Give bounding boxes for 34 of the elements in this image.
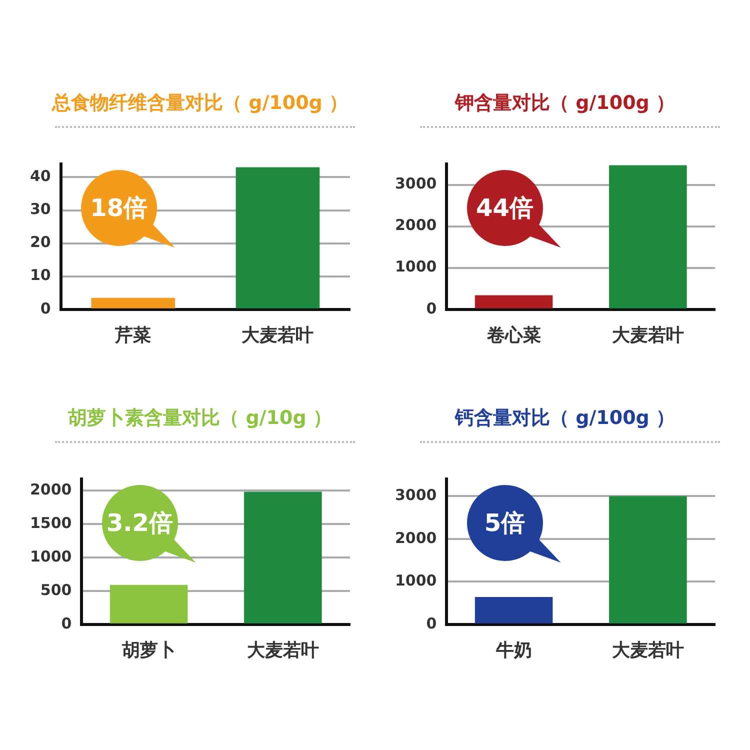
- y-tick-label: 0: [61, 614, 72, 632]
- y-tick-label: 1000: [30, 547, 72, 566]
- x-tick-label: 大麦若叶: [246, 640, 319, 661]
- y-tick-label: 1000: [395, 572, 437, 590]
- y-tick-label: 1500: [30, 514, 72, 532]
- x-tick-label: 芹菜: [114, 324, 152, 346]
- y-tick-label: 0: [426, 614, 437, 632]
- chart-title: 胡萝卜素含量对比（ g/10g ）: [67, 406, 333, 431]
- chart-title: 钙含量对比（ g/100g ）: [454, 406, 676, 431]
- x-tick-label: 牛奶: [494, 640, 532, 661]
- annotation: 3.2倍: [106, 508, 173, 539]
- chart-title: 总食物纤维含量对比（ g/100g ）: [50, 91, 350, 116]
- y-tick-label: 20: [30, 233, 51, 252]
- y-tick-label: 0: [40, 299, 51, 318]
- x-tick-label: 大麦若叶: [240, 324, 314, 346]
- annotation: 18倍: [90, 193, 148, 224]
- y-tick-label: 2000: [395, 216, 437, 234]
- x-tick-label: 大麦若叶: [610, 324, 684, 346]
- x-tick-label: 大麦若叶: [610, 640, 684, 661]
- y-tick-label: 10: [30, 266, 51, 284]
- y-tick-label: 2000: [395, 528, 437, 547]
- y-tick-label: 1000: [395, 258, 437, 276]
- annotation: 5倍: [484, 508, 526, 539]
- y-tick-label: 3000: [395, 174, 437, 193]
- y-tick-label: 40: [30, 167, 51, 186]
- y-tick-label: 2000: [30, 480, 72, 498]
- y-tick-label: 500: [40, 580, 72, 599]
- x-tick-label: 胡萝卜: [120, 640, 176, 661]
- y-tick-label: 0: [426, 299, 437, 318]
- chart-title: 钾含量对比（ g/100g ）: [454, 91, 676, 116]
- y-tick-label: 30: [30, 200, 51, 218]
- y-tick-label: 3000: [395, 486, 437, 504]
- x-tick-label: 卷心菜: [486, 324, 541, 346]
- annotation: 44倍: [476, 193, 534, 224]
